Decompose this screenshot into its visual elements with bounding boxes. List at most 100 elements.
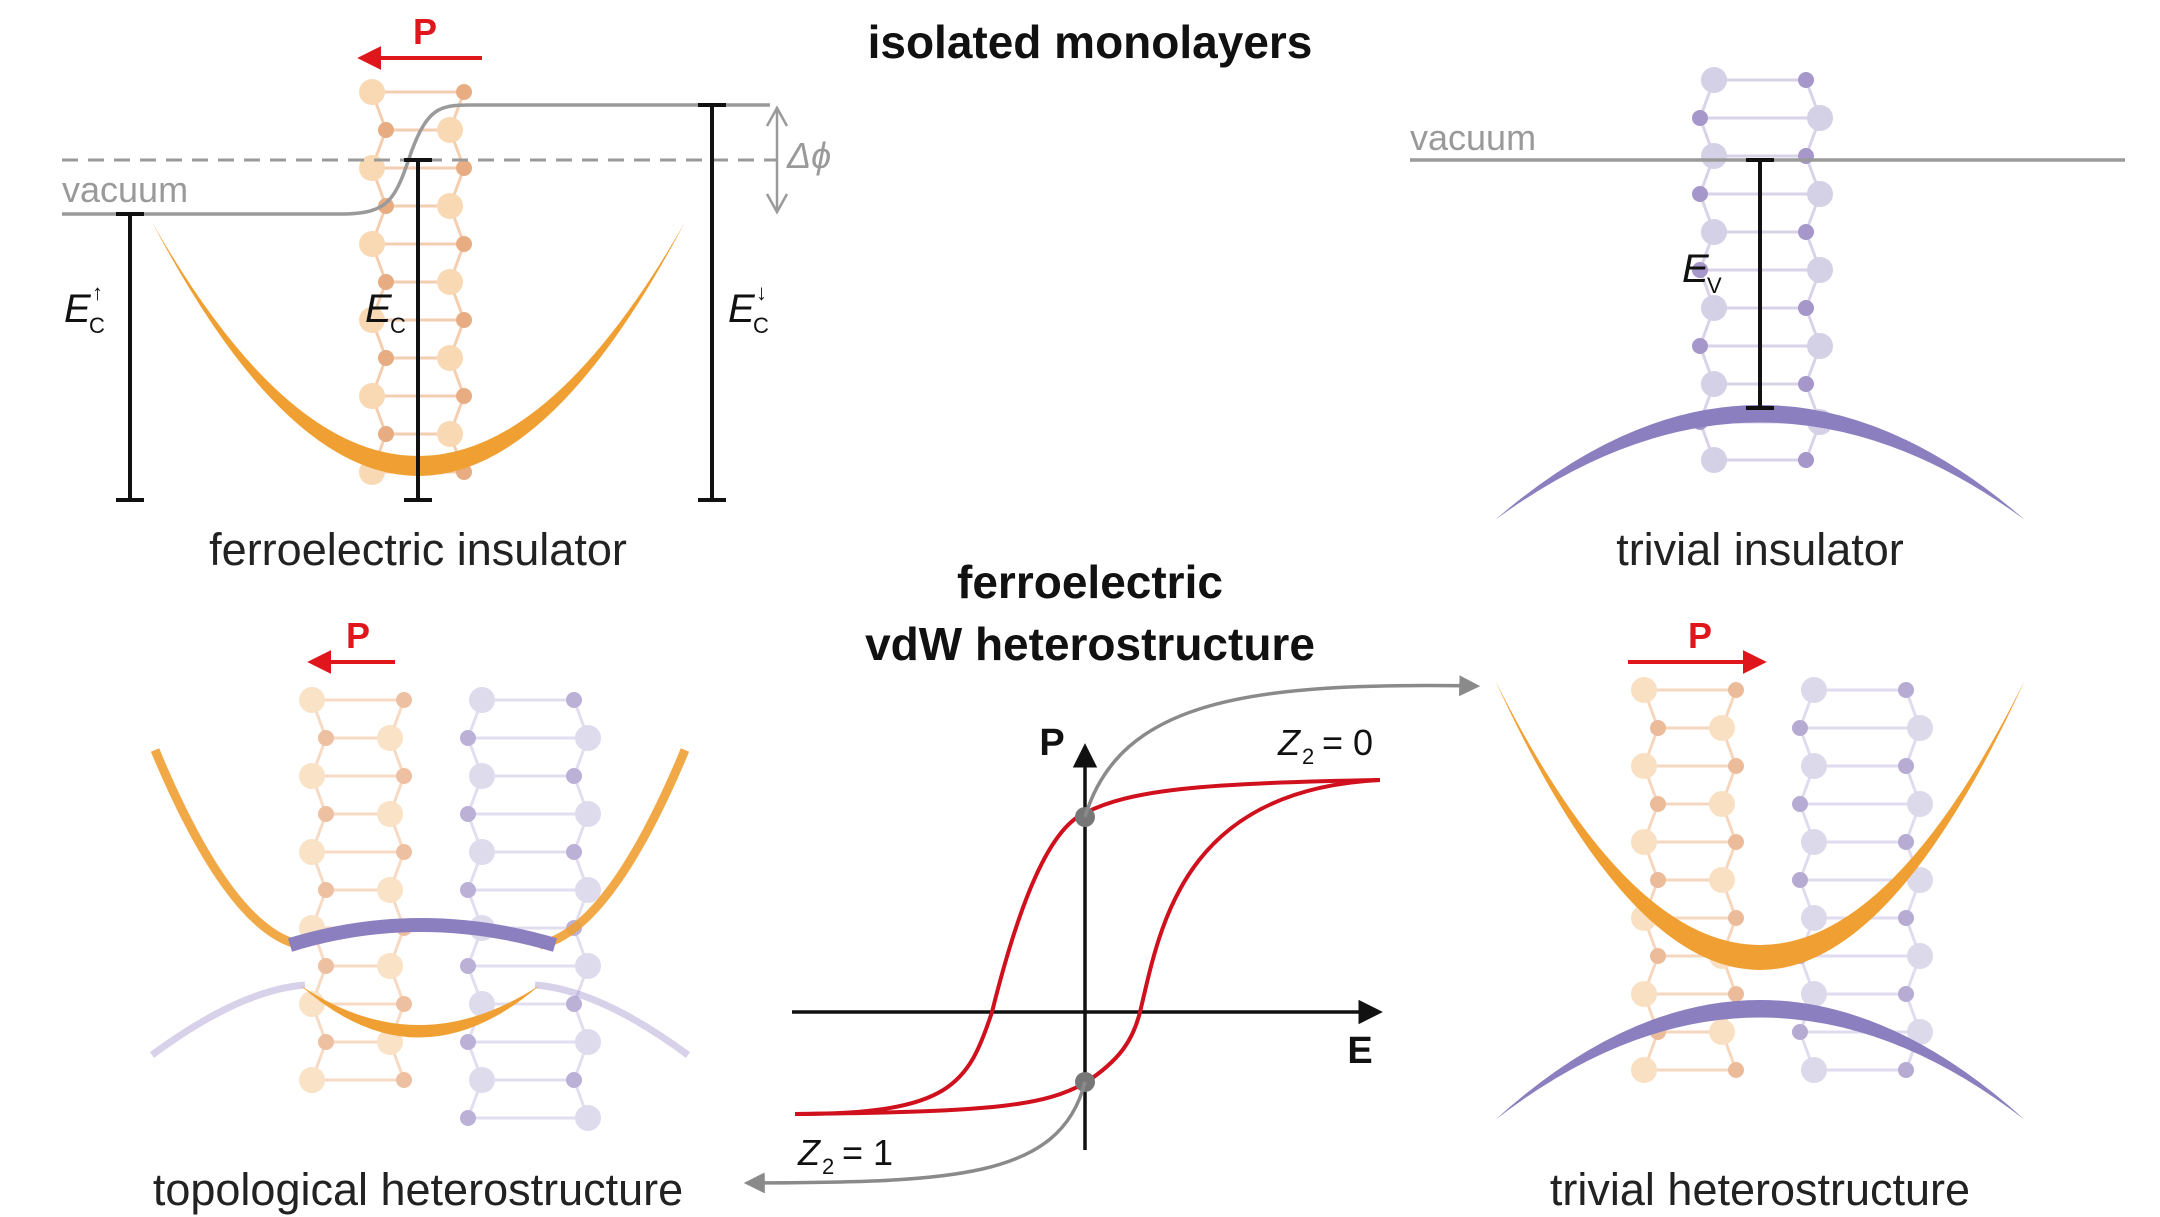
atom	[1798, 300, 1814, 316]
svg-text:E: E	[728, 287, 756, 331]
atom	[396, 844, 412, 860]
atom	[460, 1034, 476, 1050]
hetero-lattice-left	[299, 687, 601, 1131]
heading-vdw-heterostructure: vdW heterostructure	[865, 618, 1315, 670]
trivial-lattice	[1692, 67, 1833, 473]
atom	[1692, 262, 1708, 278]
atom	[359, 307, 385, 333]
polarization-label-topological: P	[346, 615, 370, 656]
caption-ferroelectric-insulator: ferroelectric insulator	[209, 524, 627, 575]
atom	[469, 839, 495, 865]
atom	[1807, 181, 1833, 207]
atom	[377, 725, 403, 751]
atom	[1650, 720, 1666, 736]
atom	[469, 687, 495, 713]
atom	[1898, 1062, 1914, 1078]
atom	[456, 236, 472, 252]
atom	[377, 953, 403, 979]
atom	[460, 730, 476, 746]
atom	[318, 730, 334, 746]
atom	[1650, 948, 1666, 964]
atom	[1692, 186, 1708, 202]
polarization-label: P	[413, 11, 437, 52]
atom	[318, 958, 334, 974]
svg-text:E: E	[64, 287, 92, 331]
atom	[1631, 753, 1657, 779]
atom	[318, 1034, 334, 1050]
atom	[1728, 986, 1744, 1002]
atom	[575, 1029, 601, 1055]
atom	[396, 1072, 412, 1088]
atom	[1701, 295, 1727, 321]
atom	[1728, 910, 1744, 926]
atom	[377, 801, 403, 827]
atom	[1898, 758, 1914, 774]
purple-band-left-arm	[149, 981, 306, 1058]
atom	[460, 882, 476, 898]
atom	[1801, 905, 1827, 931]
level-label-ec-down-sub: C	[753, 313, 769, 338]
ferroelectric-lattice	[359, 79, 472, 485]
vacuum-label-trivial: vacuum	[1410, 117, 1536, 158]
orange-band-inverted	[300, 985, 540, 1038]
atom	[1792, 1024, 1808, 1040]
hysteresis-branch-descending	[794, 778, 1381, 1116]
svg-text:2: 2	[1302, 744, 1314, 769]
atom	[1801, 753, 1827, 779]
atom	[396, 692, 412, 708]
purple-band-right-arm	[534, 981, 691, 1058]
atom	[1709, 1019, 1735, 1045]
atom	[1728, 758, 1744, 774]
atom	[1907, 1019, 1933, 1045]
atom	[1631, 677, 1657, 703]
atom	[378, 274, 394, 290]
vacuum-label: vacuum	[62, 169, 188, 210]
panel-topological-heterostructure: P topological heterostructure	[149, 615, 691, 1215]
atom	[1798, 452, 1814, 468]
conduction-band-orange-right	[1495, 680, 2025, 970]
atom	[378, 350, 394, 366]
atom	[469, 1067, 495, 1093]
svg-text:= 1: = 1	[842, 1132, 893, 1173]
atom	[1792, 796, 1808, 812]
atom	[1631, 1057, 1657, 1083]
atom	[1807, 105, 1833, 131]
heading-ferroelectric: ferroelectric	[957, 556, 1223, 608]
atom	[1728, 1062, 1744, 1078]
atom	[566, 1072, 582, 1088]
atom	[575, 725, 601, 751]
atom	[456, 388, 472, 404]
atom	[1898, 910, 1914, 926]
atom	[1709, 867, 1735, 893]
level-label-ec: E	[365, 287, 393, 331]
energy-brackets	[116, 103, 726, 502]
atom	[456, 312, 472, 328]
conduction-band-orange	[152, 222, 685, 476]
atom	[437, 269, 463, 295]
atom	[396, 768, 412, 784]
atom	[378, 122, 394, 138]
svg-text:Z: Z	[1277, 722, 1301, 763]
delta-phi-label: Δϕ	[786, 135, 831, 176]
level-label-ec-up: E	[64, 287, 92, 331]
atom	[566, 844, 582, 860]
atom	[1898, 834, 1914, 850]
atom	[460, 806, 476, 822]
atom	[1692, 338, 1708, 354]
panel-trivial-heterostructure: P trivial heterostructure	[1495, 615, 2025, 1215]
panel-trivial-insulator: vacuum E V trivial insulator	[1410, 67, 2125, 575]
atom	[1807, 333, 1833, 359]
atom	[377, 877, 403, 903]
svg-text:E: E	[1682, 247, 1710, 291]
vacuum-level-step	[62, 103, 770, 216]
atom	[359, 231, 385, 257]
atom	[437, 345, 463, 371]
atom	[318, 806, 334, 822]
svg-text:Z: Z	[797, 1132, 821, 1173]
caption-topological-heterostructure: topological heterostructure	[153, 1164, 683, 1215]
atom	[396, 996, 412, 1012]
delta-phi-arrowhead-down	[765, 193, 789, 215]
atom	[1792, 872, 1808, 888]
hysteresis-plot: P E Z 2 = 0 Z 2 = 1	[743, 675, 1481, 1194]
